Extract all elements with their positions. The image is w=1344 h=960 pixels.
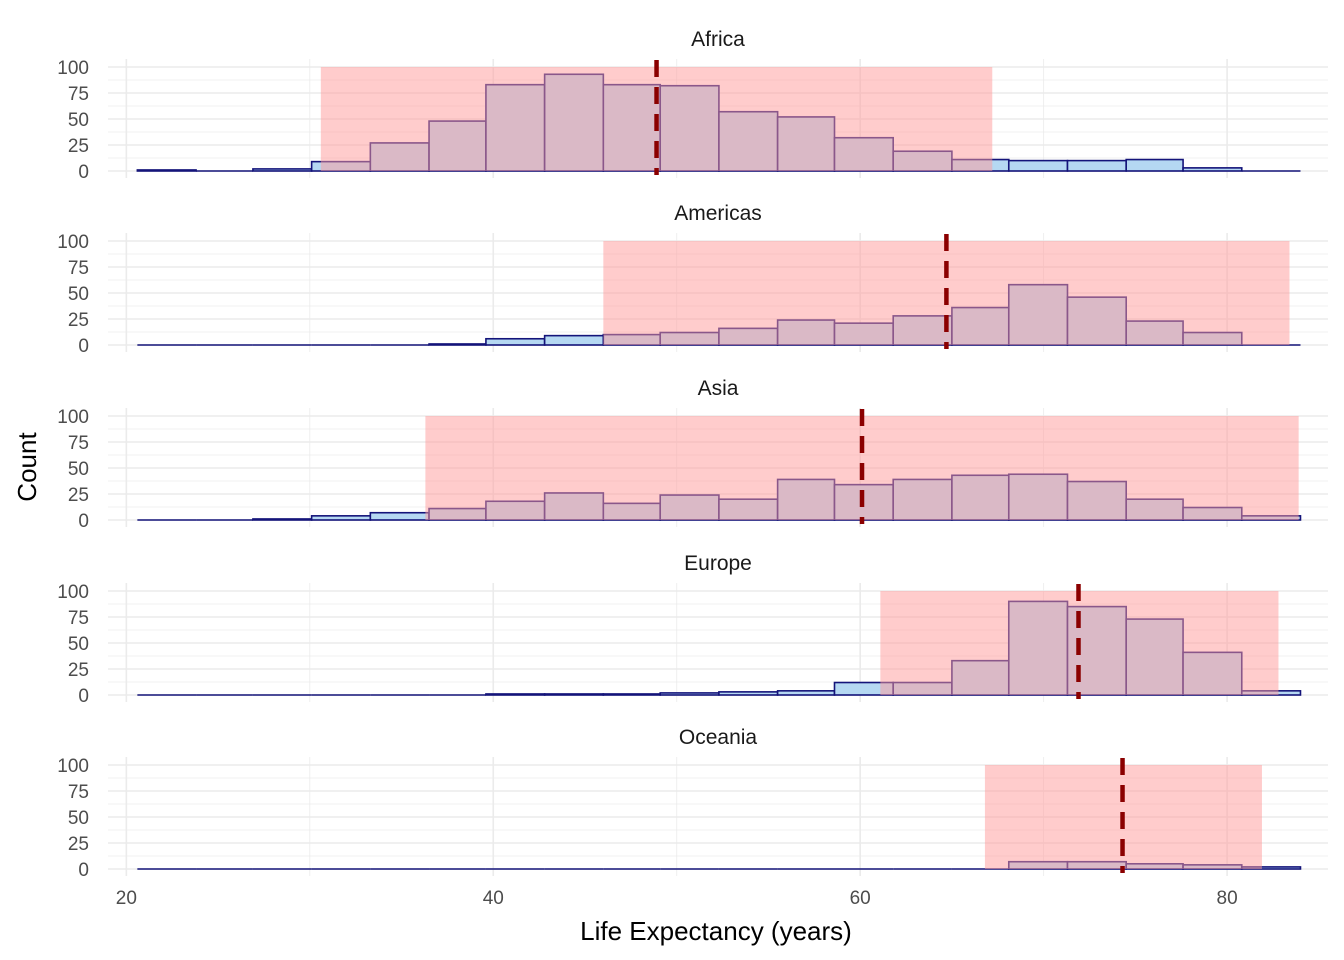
y-tick-label: 100 [57, 232, 89, 253]
facet-title: Europe [684, 552, 752, 575]
histogram-bar [136, 169, 197, 172]
histogram-bar [310, 515, 372, 521]
y-tick-label: 0 [78, 686, 89, 707]
x-tick-label: 60 [850, 888, 871, 909]
facet-title: Africa [691, 28, 745, 51]
y-tick-label: 25 [68, 136, 89, 157]
histogram-bar [1007, 159, 1069, 172]
y-tick-label: 75 [68, 84, 89, 105]
y-tick-label: 100 [57, 582, 89, 603]
y-tick-label: 75 [68, 258, 89, 279]
x-axis: 20 40 60 80 [116, 888, 1238, 909]
histogram-bar [543, 334, 605, 346]
y-tick-label: 50 [68, 284, 89, 305]
y-tick-label: 25 [68, 834, 89, 855]
x-axis-title: Life Expectancy (years) [580, 916, 852, 946]
y-tick-label: 100 [57, 756, 89, 777]
y-tick-label: 50 [68, 110, 89, 131]
x-tick-label: 40 [483, 888, 504, 909]
facet-title: Asia [698, 377, 739, 400]
y-tick-label: 25 [68, 310, 89, 331]
y-tick-label: 0 [78, 336, 89, 357]
y-axis-title: Count [12, 432, 42, 502]
facet-title: Americas [674, 202, 762, 225]
y-tick-label: 50 [68, 808, 89, 829]
facet-panel-europe: Europe 0 25 50 75 100 [57, 552, 1328, 707]
histogram-bar [1066, 159, 1127, 172]
y-tick-label: 100 [57, 58, 89, 79]
y-tick-label: 0 [78, 511, 89, 532]
facet-title: Oceania [679, 726, 758, 749]
histogram-bar [428, 343, 487, 346]
y-tick-label: 75 [68, 433, 89, 454]
y-tick-label: 25 [68, 485, 89, 506]
histogram-bar [659, 692, 720, 696]
histogram-bar [718, 691, 779, 696]
histogram-bar [776, 690, 836, 696]
facet-panel-asia: Asia 0 25 50 75 100 [57, 377, 1328, 532]
y-tick-label: 0 [78, 860, 89, 881]
x-tick-label: 20 [116, 888, 137, 909]
histogram-bar [252, 168, 313, 172]
x-tick-label: 80 [1217, 888, 1238, 909]
y-tick-label: 100 [57, 407, 89, 428]
y-tick-label: 25 [68, 660, 89, 681]
facet-panel-americas: Americas 0 25 50 75 100 [57, 202, 1328, 357]
histogram-bar [1182, 167, 1243, 172]
histogram-bar [602, 693, 662, 696]
histogram-bar [485, 693, 546, 696]
histogram-bar [485, 337, 546, 346]
facet-panel-oceania: Oceania 0 25 50 75 100 [57, 726, 1328, 881]
histogram-bar [252, 518, 313, 521]
histogram-bar [369, 511, 430, 521]
y-tick-label: 75 [68, 782, 89, 803]
y-tick-label: 0 [78, 162, 89, 183]
facet-panels: Africa 0 25 50 75 100 Americas 0 25 50 75 100 Asia 0 2… [57, 28, 1328, 881]
y-tick-label: 50 [68, 459, 89, 480]
facet-panel-africa: Africa 0 25 50 75 100 [57, 28, 1328, 183]
histogram-bar [543, 693, 605, 696]
histogram-bar [1125, 158, 1184, 172]
y-tick-label: 50 [68, 634, 89, 655]
y-tick-label: 75 [68, 608, 89, 629]
